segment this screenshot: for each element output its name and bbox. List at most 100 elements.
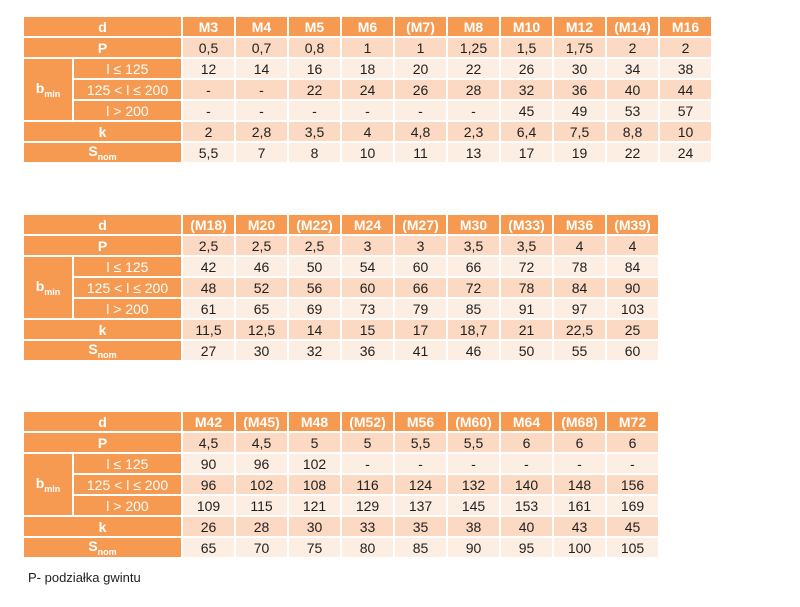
value-cell: 48 xyxy=(183,278,234,297)
value-cell: 72 xyxy=(501,257,552,276)
value-cell: 7,5 xyxy=(554,122,605,141)
b-condition-label: 125 < l ≤ 200 xyxy=(74,475,181,494)
value-cell: 41 xyxy=(395,341,446,360)
label-s-subscript: nom xyxy=(97,546,117,557)
spec-table-2: d (M18) M20 (M22) M24 (M27) M30 (M33) M36 (M39) P 2… xyxy=(22,213,660,362)
value-cell: 6 xyxy=(554,433,605,452)
value-cell: 5 xyxy=(289,433,340,452)
size-header-cell: (M39) xyxy=(607,215,658,234)
value-cell: 80 xyxy=(342,538,393,557)
row-label-p: P xyxy=(24,236,181,255)
value-cell: 38 xyxy=(660,59,711,78)
value-cell: 70 xyxy=(236,538,287,557)
b-condition-label: 125 < l ≤ 200 xyxy=(74,80,181,99)
row-p: P 0,5 0,7 0,8 1 1 1,25 1,5 1,75 2 2 xyxy=(24,38,711,57)
value-cell: 153 xyxy=(501,496,552,515)
value-cell: 65 xyxy=(183,538,234,557)
value-cell: 43 xyxy=(554,517,605,536)
row-label-b: bmin xyxy=(24,454,72,515)
row-b-long: l > 200 61 65 69 73 79 85 91 97 103 xyxy=(24,299,658,318)
row-label-d: d xyxy=(24,17,181,36)
row-s: Snom 65 70 75 80 85 90 95 100 105 xyxy=(24,538,658,557)
value-cell: 0,8 xyxy=(289,38,340,57)
value-cell: 5,5 xyxy=(395,433,446,452)
value-cell: 14 xyxy=(236,59,287,78)
row-label-k: k xyxy=(24,517,181,536)
value-cell: 57 xyxy=(660,101,711,120)
row-label-s: Snom xyxy=(24,538,181,557)
value-cell: 148 xyxy=(554,475,605,494)
value-cell: 30 xyxy=(289,517,340,536)
size-header-cell: M16 xyxy=(660,17,711,36)
value-cell: 169 xyxy=(607,496,658,515)
row-label-d: d xyxy=(24,412,181,431)
value-cell: 19 xyxy=(554,143,605,162)
value-cell: 1 xyxy=(395,38,446,57)
b-condition-label: 125 < l ≤ 200 xyxy=(74,278,181,297)
label-s-subscript: nom xyxy=(97,151,117,162)
value-cell: 73 xyxy=(342,299,393,318)
value-cell: 60 xyxy=(342,278,393,297)
value-cell: 12 xyxy=(183,59,234,78)
row-b-medium: 125 < l ≤ 200 48 52 56 60 66 72 78 84 90 xyxy=(24,278,658,297)
value-cell: - xyxy=(289,101,340,120)
size-header-cell: M56 xyxy=(395,412,446,431)
row-b-long: l > 200 109 115 121 129 137 145 153 161 169 xyxy=(24,496,658,515)
value-cell: 10 xyxy=(342,143,393,162)
value-cell: 90 xyxy=(607,278,658,297)
row-s: Snom 5,5 7 8 10 11 13 17 19 22 24 xyxy=(24,143,711,162)
value-cell: 6 xyxy=(607,433,658,452)
value-cell: - xyxy=(607,454,658,473)
value-cell: 44 xyxy=(660,80,711,99)
value-cell: 116 xyxy=(342,475,393,494)
size-header-cell: M5 xyxy=(289,17,340,36)
value-cell: 27 xyxy=(183,341,234,360)
value-cell: 3,5 xyxy=(448,236,499,255)
value-cell: 3 xyxy=(342,236,393,255)
value-cell: 49 xyxy=(554,101,605,120)
value-cell: 108 xyxy=(289,475,340,494)
value-cell: 4 xyxy=(342,122,393,141)
row-label-b: bmin xyxy=(24,59,72,120)
value-cell: 42 xyxy=(183,257,234,276)
value-cell: 4,5 xyxy=(236,433,287,452)
value-cell: 1 xyxy=(342,38,393,57)
label-s-main: S xyxy=(88,143,98,160)
value-cell: 61 xyxy=(183,299,234,318)
spec-table-3: d M42 (M45) M48 (M52) M56 (M60) M64 (M68) M72 P 4,5… xyxy=(22,410,660,559)
value-cell: 60 xyxy=(607,341,658,360)
value-cell: - xyxy=(236,80,287,99)
row-k: k 2 2,8 3,5 4 4,8 2,3 6,4 7,5 8,8 10 xyxy=(24,122,711,141)
value-cell: 22 xyxy=(607,143,658,162)
row-label-b: bmin xyxy=(24,257,72,318)
value-cell: 103 xyxy=(607,299,658,318)
value-cell: 84 xyxy=(607,257,658,276)
value-cell: 6 xyxy=(501,433,552,452)
row-p: P 4,5 4,5 5 5 5,5 5,5 6 6 6 xyxy=(24,433,658,452)
value-cell: 72 xyxy=(448,278,499,297)
value-cell: 38 xyxy=(448,517,499,536)
row-label-k: k xyxy=(24,320,181,339)
value-cell: 11,5 xyxy=(183,320,234,339)
value-cell: 102 xyxy=(289,454,340,473)
value-cell: 84 xyxy=(554,278,605,297)
row-label-s: Snom xyxy=(24,341,181,360)
size-header-cell: (M60) xyxy=(448,412,499,431)
value-cell: 52 xyxy=(236,278,287,297)
value-cell: 78 xyxy=(554,257,605,276)
row-b-short: bmin l ≤ 125 12 14 16 18 20 22 26 30 34 38 xyxy=(24,59,711,120)
value-cell: 3,5 xyxy=(501,236,552,255)
value-cell: 18,7 xyxy=(448,320,499,339)
value-cell: 109 xyxy=(183,496,234,515)
value-cell: 115 xyxy=(236,496,287,515)
row-label-p: P xyxy=(24,433,181,452)
row-label-p: P xyxy=(24,38,181,57)
size-header-cell: (M52) xyxy=(342,412,393,431)
value-cell: 105 xyxy=(607,538,658,557)
value-cell: 10 xyxy=(660,122,711,141)
value-cell: 40 xyxy=(607,80,658,99)
value-cell: 66 xyxy=(395,278,446,297)
value-cell: 25 xyxy=(607,320,658,339)
label-b-subscript: min xyxy=(44,88,61,99)
size-header-cell: (M33) xyxy=(501,215,552,234)
